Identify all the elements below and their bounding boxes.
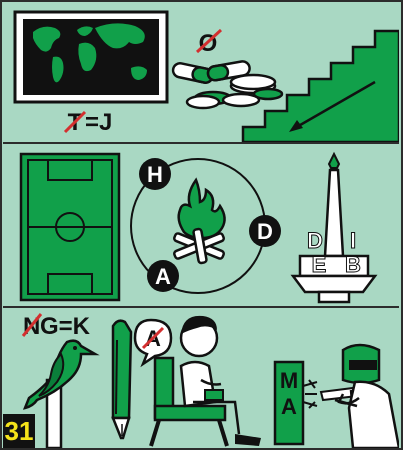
- puzzle-number-badge: 31: [3, 414, 35, 448]
- svg-text:A: A: [155, 264, 171, 289]
- monument-icon: [290, 151, 378, 304]
- svg-text:D: D: [257, 219, 273, 244]
- letter-badge-bottom: A: [147, 260, 179, 292]
- pen-hint: A: [133, 318, 173, 368]
- svg-text:D: D: [307, 228, 323, 253]
- pen-icon: [111, 319, 133, 440]
- map-hint: T =J: [63, 109, 112, 136]
- cross-out-mark: [141, 326, 165, 350]
- svg-text:B: B: [345, 252, 361, 277]
- letter-badge-right: D: [249, 215, 281, 247]
- stairs-down-icon: [241, 29, 399, 142]
- svg-text:H: H: [147, 162, 163, 187]
- campfire-icon: [173, 177, 226, 265]
- panel-3[interactable]: N G=K A: [3, 310, 399, 448]
- world-map-icon: [13, 10, 169, 104]
- svg-text:E: E: [312, 252, 327, 277]
- monument-letters: D E I B: [307, 228, 362, 278]
- cross-out-mark: [21, 313, 43, 337]
- pills-icon: [171, 60, 284, 110]
- sign-letter-bottom: A: [281, 394, 297, 419]
- sign-box: M A: [273, 360, 305, 446]
- cross-out-mark: [195, 28, 223, 54]
- welder-icon: [302, 343, 399, 448]
- cross-out-mark: [63, 110, 87, 134]
- panel-1[interactable]: O T =: [3, 2, 399, 144]
- soccer-field-icon: [19, 152, 121, 302]
- sign-letter-top: M: [280, 368, 298, 393]
- bird-hint-rest: G=K: [40, 313, 91, 340]
- bird-hint: N G=K: [21, 313, 91, 340]
- svg-text:I: I: [350, 228, 356, 253]
- bird-icon: [22, 339, 100, 448]
- pills-hint: O: [195, 28, 223, 57]
- map-hint-rest: =J: [85, 109, 112, 136]
- seated-man-icon: [149, 315, 261, 447]
- panel-2[interactable]: H D A D E I B: [3, 146, 399, 308]
- letter-badge-top: H: [139, 158, 171, 190]
